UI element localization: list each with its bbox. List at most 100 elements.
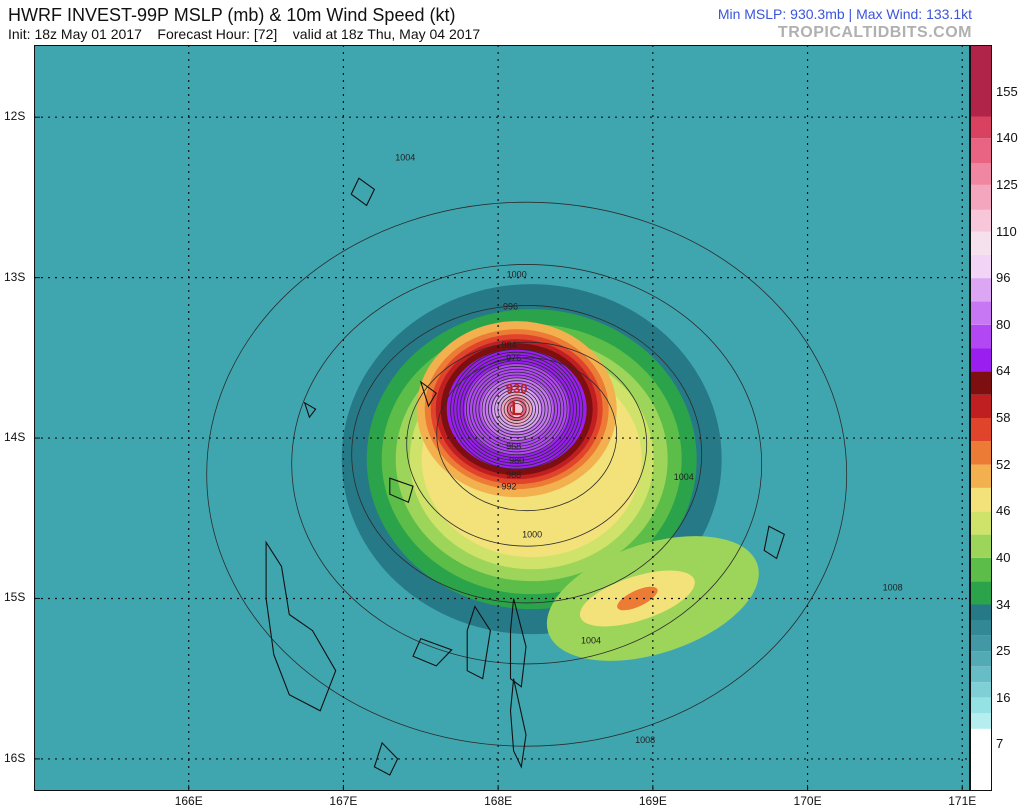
island-outline bbox=[466, 605, 491, 680]
lat-label: 16S bbox=[4, 750, 26, 765]
isobar-line bbox=[291, 264, 763, 665]
island-outline bbox=[265, 540, 337, 712]
graticule bbox=[34, 45, 970, 791]
isobar-ring bbox=[456, 354, 577, 464]
island-outline bbox=[303, 401, 317, 419]
colorbar-label: 25 bbox=[996, 643, 1011, 659]
lat-label: 14S bbox=[4, 430, 26, 445]
isobar-ring bbox=[484, 380, 549, 439]
storm-stats: Min MSLP: 930.3mb | Max Wind: 133.1kt bbox=[717, 6, 972, 22]
isobar-ring bbox=[462, 360, 571, 459]
colorbar-band bbox=[970, 209, 992, 232]
isobar-label: 996 bbox=[503, 302, 518, 312]
isobar-label: 980 bbox=[509, 456, 524, 466]
colorbar-band bbox=[970, 394, 992, 418]
colorbar-band bbox=[970, 581, 992, 605]
island-outline bbox=[389, 477, 414, 503]
isobar-line bbox=[406, 341, 648, 547]
colorbar-band bbox=[970, 682, 992, 698]
colorbar-band bbox=[970, 231, 992, 255]
colorbar-band bbox=[970, 604, 992, 620]
wind-band bbox=[510, 401, 523, 418]
lon-label: 168E bbox=[484, 794, 513, 808]
isobar-label: 1008 bbox=[635, 735, 655, 745]
colorbar-label: 7 bbox=[996, 736, 1004, 752]
isobar-label: 992 bbox=[501, 481, 516, 491]
isobar-label: 1004 bbox=[395, 153, 415, 163]
colorbar-band bbox=[970, 163, 992, 185]
island-outline bbox=[373, 741, 399, 776]
isobar-ring bbox=[469, 366, 565, 453]
isobar-line bbox=[351, 305, 703, 604]
colorbar-band bbox=[970, 371, 992, 395]
lon-label: 169E bbox=[638, 794, 667, 808]
isobar-line bbox=[206, 201, 848, 747]
colorbar-band bbox=[970, 324, 992, 349]
wind-field bbox=[341, 284, 759, 661]
lon-label: 171E bbox=[948, 794, 977, 808]
isobar-label: 1000 bbox=[522, 530, 542, 540]
wind-speed-colorbar bbox=[970, 45, 992, 791]
isobar-label: 984 bbox=[501, 340, 516, 350]
colorbar-band bbox=[970, 418, 992, 442]
island-outline bbox=[412, 637, 453, 667]
lon-label: 167E bbox=[329, 794, 358, 808]
colorbar-band bbox=[970, 697, 992, 714]
colorbar-band bbox=[970, 620, 992, 636]
colorbar-band bbox=[970, 464, 992, 488]
isobar-line bbox=[436, 357, 618, 512]
island-outline bbox=[350, 177, 376, 207]
isobar-label: 1004 bbox=[581, 635, 601, 645]
colorbar-frame bbox=[970, 45, 992, 791]
colorbar-band bbox=[970, 511, 992, 535]
isobar-ring bbox=[475, 371, 559, 447]
isobar-label: 988 bbox=[506, 470, 521, 480]
isobar-label: 1004 bbox=[674, 472, 694, 482]
isobar-ring bbox=[503, 397, 530, 421]
colorbar-band bbox=[970, 348, 992, 372]
isobar-ring bbox=[465, 363, 568, 456]
site-brand: TROPICALTIDBITS.COM bbox=[777, 24, 972, 41]
min-mslp-label: 930 bbox=[506, 381, 528, 396]
colorbar-band bbox=[970, 45, 992, 117]
isobar-ring bbox=[500, 394, 533, 424]
colorbar-band bbox=[970, 666, 992, 683]
colorbar-band bbox=[970, 487, 992, 512]
colorbar-label: 46 bbox=[996, 503, 1011, 519]
colorbar-band bbox=[970, 278, 992, 302]
colorbar-band bbox=[970, 441, 992, 465]
colorbar-label: 58 bbox=[996, 410, 1011, 425]
isobar-label: 1008 bbox=[883, 582, 903, 592]
lon-label: 166E bbox=[174, 794, 203, 808]
colorbar-band bbox=[970, 713, 992, 729]
colorbar-band bbox=[970, 138, 992, 164]
isobar-label: 1000 bbox=[507, 270, 527, 280]
isobar-ring bbox=[491, 385, 543, 433]
isobar-ring bbox=[481, 377, 552, 441]
colorbar-band bbox=[970, 116, 992, 139]
colorbar-label: 155 bbox=[996, 83, 1018, 99]
chart-subtitle: Init: 18z May 01 2017 Forecast Hour: [72… bbox=[8, 26, 481, 42]
colorbar-label: 80 bbox=[996, 316, 1011, 332]
colorbar-band bbox=[970, 557, 992, 582]
island-outline bbox=[509, 598, 527, 688]
colorbar-label: 96 bbox=[996, 270, 1011, 286]
lat-label: 12S bbox=[4, 109, 26, 124]
colorbar-band bbox=[970, 635, 992, 652]
island-outline bbox=[419, 380, 437, 408]
isobar-ring bbox=[487, 383, 546, 436]
low-pressure-symbol: L bbox=[511, 399, 522, 419]
isobar-label: 968 bbox=[506, 441, 521, 451]
lon-label: 170E bbox=[793, 794, 822, 808]
colorbar-label: 40 bbox=[996, 549, 1011, 565]
isobars bbox=[206, 201, 848, 747]
lat-label: 15S bbox=[4, 590, 26, 605]
isobar-ring bbox=[494, 388, 540, 430]
colorbar-label: 52 bbox=[996, 456, 1011, 472]
isobar-ring bbox=[472, 368, 562, 450]
isobar-ring bbox=[453, 351, 581, 467]
isobar-label: 976 bbox=[506, 353, 521, 363]
colorbar-label: 16 bbox=[996, 689, 1011, 705]
colorbar-band bbox=[970, 301, 992, 325]
